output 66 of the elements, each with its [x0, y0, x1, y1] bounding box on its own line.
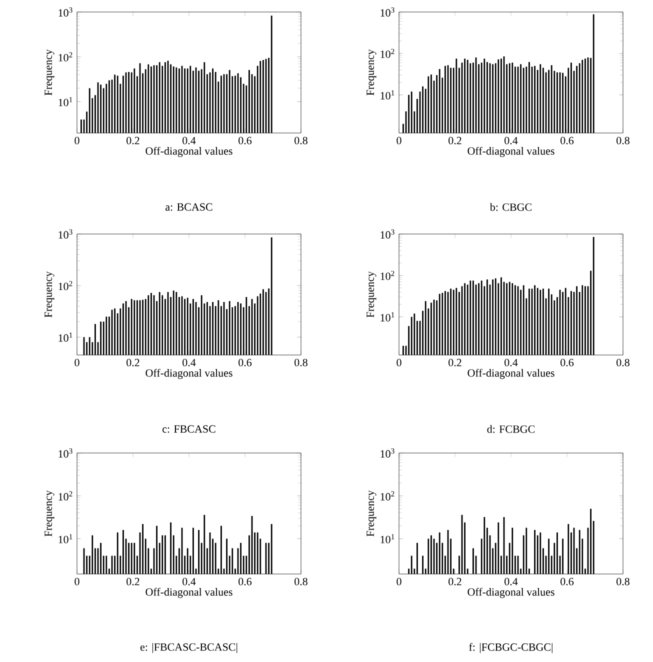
y-tick-label: 10$^{1}$	[58, 534, 72, 544]
x-tick-label: 0.4	[182, 136, 196, 144]
y-tick-label: 10$^{1}$	[380, 312, 394, 322]
x-tick-label: 0.8	[294, 136, 308, 144]
x-tick-label: 0.2	[448, 578, 462, 586]
y-axis-title: Frequency	[44, 490, 54, 536]
x-tick-label: 0.4	[182, 578, 196, 586]
x-tick-label: 0.2	[126, 578, 140, 586]
y-tick-label: 10$^{3}$	[58, 229, 72, 239]
y-tick-label: 10$^{3}$	[380, 7, 394, 17]
y-axis-title: Frequency	[44, 271, 54, 318]
x-tick-label: 0.4	[182, 358, 196, 366]
y-tick-label: 10$^{3}$	[58, 7, 72, 17]
y-tick-label: 10$^{1}$	[380, 534, 394, 544]
y-axis-title: Frequency	[366, 49, 376, 96]
x-tick-label: 0.6	[560, 358, 574, 366]
x-tick-label: 0	[396, 358, 402, 366]
x-axis-title: Off-diagonal values	[468, 368, 554, 379]
y-tick-label: 10$^{2}$	[380, 270, 394, 280]
y-tick-label: 10$^{1}$	[58, 97, 72, 106]
y-tick-label: 10$^{1}$	[58, 332, 72, 342]
x-tick-label: 0.4	[504, 578, 518, 586]
x-axis-title: Off-diagonal values	[146, 146, 232, 157]
x-tick-label: 0.8	[294, 358, 308, 366]
text: a: BCASC	[166, 203, 212, 211]
x-axis-title: Off-diagonal values	[146, 588, 232, 598]
y-tick-label: 10$^{3}$	[380, 448, 394, 458]
x-tick-label: 0	[74, 136, 80, 144]
x-tick-label: 0.4	[504, 136, 518, 144]
y-tick-label: 10$^{2}$	[58, 491, 72, 500]
y-tick-label: 10$^{2}$	[380, 491, 394, 500]
x-tick-label: 0.8	[616, 136, 630, 144]
x-tick-label: 0.6	[560, 578, 574, 586]
text: f: |FCBGC-CBGC|	[469, 642, 552, 654]
y-axis-title: Frequency	[44, 49, 54, 96]
y-axis-title: Frequency	[366, 271, 376, 318]
x-tick-label: 0.6	[238, 578, 252, 586]
x-tick-label: 0	[396, 578, 402, 586]
x-tick-label: 0.2	[448, 358, 462, 366]
x-tick-label: 0	[396, 136, 402, 144]
x-tick-label: 0.6	[238, 136, 252, 144]
text: e: |FBCASC-BCASC|	[140, 643, 238, 654]
x-tick-label: 0.4	[504, 358, 518, 366]
y-tick-label: 10$^{2}$	[58, 280, 72, 290]
x-tick-label: 0	[74, 358, 80, 366]
x-axis-title: Off-diagonal values	[468, 588, 554, 598]
y-tick-label: 10$^{3}$	[58, 448, 72, 458]
y-tick-label: 10$^{3}$	[380, 229, 394, 239]
x-tick-label: 0.2	[126, 358, 140, 366]
x-tick-label: 0.8	[616, 358, 630, 366]
y-tick-label: 10$^{2}$	[58, 52, 72, 62]
text: c: FBCASC	[162, 425, 216, 433]
x-tick-label: 0.8	[294, 578, 308, 586]
y-tick-label: 10$^{1}$	[380, 90, 394, 100]
x-axis-title: Off-diagonal values	[468, 146, 554, 157]
x-tick-label: 0.6	[238, 358, 252, 366]
x-tick-label: 0.8	[616, 578, 630, 586]
x-tick-label: 0.2	[126, 136, 140, 144]
y-axis-title: Frequency	[366, 490, 376, 536]
x-tick-label: 0.6	[560, 136, 574, 144]
text: b: CBGC	[490, 203, 532, 211]
x-axis-title: Off-diagonal values	[146, 368, 232, 379]
text: d: FCBGC	[487, 425, 535, 433]
x-tick-label: 0	[74, 578, 80, 586]
y-tick-label: 10$^{2}$	[380, 48, 394, 58]
x-tick-label: 0.2	[448, 136, 462, 144]
